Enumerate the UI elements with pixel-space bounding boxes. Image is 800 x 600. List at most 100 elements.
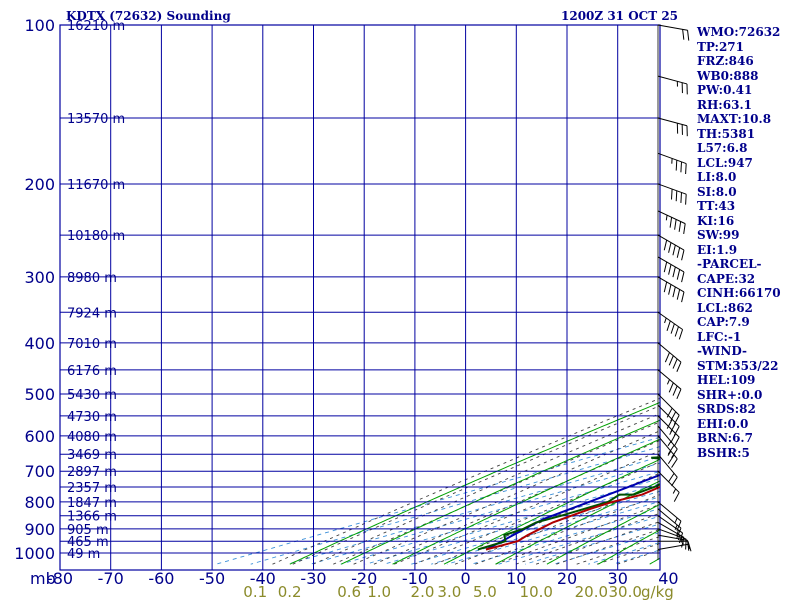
wind-barb-feather — [685, 539, 687, 550]
stat-line: SI:8.0 — [697, 184, 737, 199]
wind-barb-feather — [672, 244, 676, 256]
wind-barb-feather — [668, 382, 674, 393]
pressure-tick-label: 300 — [24, 268, 55, 287]
mixing-ratio-line — [310, 462, 660, 565]
height-label: 1366 m — [67, 510, 117, 525]
height-label: 7924 m — [67, 306, 117, 321]
wind-barb-feather — [680, 192, 682, 203]
temperature-tick-label: -50 — [199, 569, 225, 588]
wind-barb-half-feather — [664, 317, 667, 324]
height-label: 10180 m — [67, 229, 125, 244]
wind-barb-feather — [676, 527, 682, 538]
stat-line: -PARCEL- — [697, 257, 762, 271]
pressure-tick-label: 600 — [24, 427, 55, 446]
height-label: 1847 m — [67, 496, 117, 511]
wind-barb — [657, 342, 682, 372]
wind-barb-half-feather — [672, 488, 677, 494]
dry-adiabat — [289, 401, 660, 565]
stat-line: FRZ:846 — [697, 54, 754, 68]
height-label: 2897 m — [67, 465, 117, 480]
mixing-ratio-line — [524, 523, 660, 565]
wind-barb-feather — [672, 286, 676, 298]
moist-adiabat — [515, 512, 660, 565]
wind-barb-feather — [680, 161, 682, 173]
mixing-ratio-line — [216, 436, 660, 565]
mixing-ratio-label: 0.1 — [243, 583, 267, 600]
mixing-ratio-label: 5.0 — [473, 583, 497, 600]
wind-barb — [657, 152, 687, 175]
pressure-tick-label: 1000 — [14, 544, 55, 563]
moist-adiabat — [333, 421, 660, 565]
stat-line: EHI:0.0 — [697, 416, 749, 431]
temperature-tick-label: -60 — [148, 569, 174, 588]
wind-barb-feather — [678, 221, 682, 232]
temperature-tick-label: -40 — [250, 569, 276, 588]
wind-barb-feather — [663, 239, 668, 251]
wind-barb-feather — [674, 326, 679, 337]
wind-barb-feather — [668, 355, 674, 366]
temperature-line — [485, 485, 660, 551]
stat-line: BSHR:5 — [697, 445, 750, 460]
height-label: 8980 m — [67, 271, 117, 286]
temperature-tick-label: 20 — [557, 569, 577, 588]
wind-barb-feather — [667, 444, 675, 455]
wind-barb-feather — [670, 323, 675, 334]
wind-barb-half-feather — [667, 450, 672, 456]
wind-barb-feather — [667, 454, 675, 465]
temperature-tick-label: -30 — [300, 569, 326, 588]
wind-barb-feather — [673, 426, 680, 436]
stat-line: CAPE:32 — [697, 271, 756, 286]
wind-barb-feather — [687, 540, 690, 551]
stat-line: WMO:72632 — [697, 25, 781, 39]
height-label: 2357 m — [67, 481, 117, 496]
wind-barb-half-feather — [676, 529, 679, 536]
wind-barb-half-feather — [666, 379, 670, 385]
dry-adiabat — [443, 458, 660, 565]
temperature-tick-label: -80 — [47, 569, 73, 588]
wind-barb-feather — [673, 415, 680, 425]
wind-barb-feather — [678, 329, 684, 340]
wind-barb-feather — [672, 358, 678, 369]
wind-barb-half-feather — [674, 517, 678, 523]
wind-barb-feather — [666, 320, 671, 331]
mixing-ratio-label: 0.6 — [337, 583, 361, 600]
stat-line: TP:271 — [697, 39, 745, 54]
mixing-ratio-line — [365, 477, 660, 565]
wind-barb — [657, 404, 680, 436]
wind-barb-feather — [666, 419, 673, 429]
wind-barb — [657, 501, 682, 531]
moist-adiabat — [394, 450, 660, 565]
wind-barb-feather — [687, 541, 692, 552]
stat-line: LFC:-1 — [697, 329, 742, 344]
height-label: 4730 m — [67, 410, 117, 425]
wind-barb-feather — [674, 219, 677, 230]
wind-barb-feather — [676, 289, 681, 300]
wind-barb-feather — [668, 264, 672, 275]
stat-line: SHR+:0.0 — [697, 387, 763, 402]
height-label: 16210 m — [67, 19, 125, 34]
wind-barb-feather — [681, 537, 685, 548]
wind-barb-staff — [657, 117, 688, 127]
wind-barb-half-feather — [674, 524, 678, 530]
wind-barb — [657, 210, 686, 235]
observation-time: 1200Z 31 OCT 25 — [561, 9, 679, 23]
wind-barb-feather — [685, 163, 687, 175]
wind-barb — [657, 515, 684, 544]
wind-barb-feather — [683, 223, 686, 235]
wind-barb-feather — [663, 281, 668, 293]
wind-barb — [657, 543, 691, 551]
stat-line: TH:5381 — [697, 126, 756, 141]
stat-line: -WIND- — [697, 344, 747, 358]
wind-barb-feather — [681, 249, 685, 261]
wind-barb-feather — [676, 247, 681, 258]
wind-barb — [657, 521, 685, 548]
mixing-ratio-label: 10.0 — [520, 583, 553, 600]
temperature-tick-label: 40 — [658, 569, 678, 588]
pressure-tick-label: 900 — [24, 520, 55, 539]
wind-barb-feather — [671, 458, 678, 468]
stat-line: HEL:109 — [697, 373, 756, 387]
temperature-tick-label: -70 — [98, 569, 124, 588]
moist-adiabat — [312, 413, 660, 565]
wind-barb-feather — [687, 30, 690, 41]
